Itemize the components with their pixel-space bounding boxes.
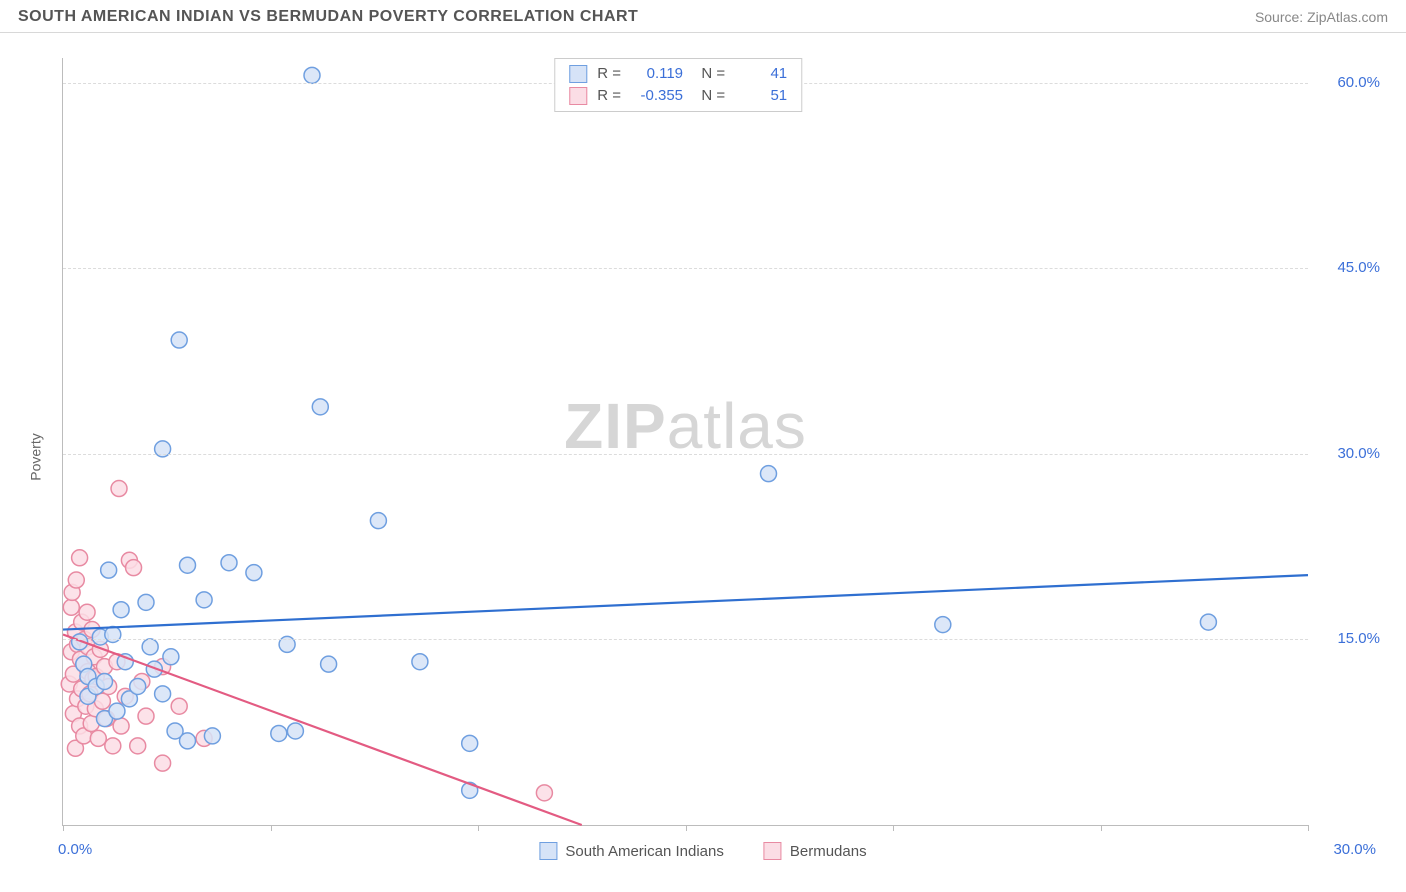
legend-swatch-icon-1 (764, 842, 782, 860)
chart-container: Poverty ZIPatlas R = 0.119 N = 41 R = -0… (18, 40, 1388, 874)
legend-swatch-0 (569, 65, 587, 83)
header-bar: SOUTH AMERICAN INDIAN VS BERMUDAN POVERT… (0, 0, 1406, 33)
stat-legend: R = 0.119 N = 41 R = -0.355 N = 51 (554, 58, 802, 112)
series-legend: South American Indians Bermudans (539, 842, 866, 860)
stat-r-value-1: -0.355 (631, 85, 683, 107)
legend-label-1: Bermudans (790, 843, 867, 860)
legend-swatch-icon-0 (539, 842, 557, 860)
stat-n-label: N = (693, 63, 725, 85)
chart-title: SOUTH AMERICAN INDIAN VS BERMUDAN POVERT… (18, 8, 638, 26)
legend-item-0: South American Indians (539, 842, 723, 860)
plot-area: ZIPatlas (62, 58, 1308, 826)
y-grid-label: 60.0% (1337, 74, 1380, 91)
stat-n-value-1: 51 (735, 85, 787, 107)
legend-item-1: Bermudans (764, 842, 867, 860)
y-grid-label: 15.0% (1337, 630, 1380, 647)
stat-row-series-0: R = 0.119 N = 41 (569, 63, 787, 85)
stat-row-series-1: R = -0.355 N = 51 (569, 85, 787, 107)
legend-label-0: South American Indians (565, 843, 723, 860)
legend-swatch-1 (569, 87, 587, 105)
y-grid-label: 45.0% (1337, 259, 1380, 276)
source-label: Source: ZipAtlas.com (1255, 9, 1388, 25)
y-grid-label: 30.0% (1337, 445, 1380, 462)
y-axis-label: Poverty (28, 433, 44, 480)
plot-svg (63, 58, 1308, 825)
stat-r-value-0: 0.119 (631, 63, 683, 85)
stat-n-value-0: 41 (735, 63, 787, 85)
stat-r-label: R = (597, 63, 621, 85)
stat-n-label: N = (693, 85, 725, 107)
stat-r-label: R = (597, 85, 621, 107)
x-max-label: 30.0% (1333, 841, 1376, 858)
x-min-label: 0.0% (58, 841, 92, 858)
